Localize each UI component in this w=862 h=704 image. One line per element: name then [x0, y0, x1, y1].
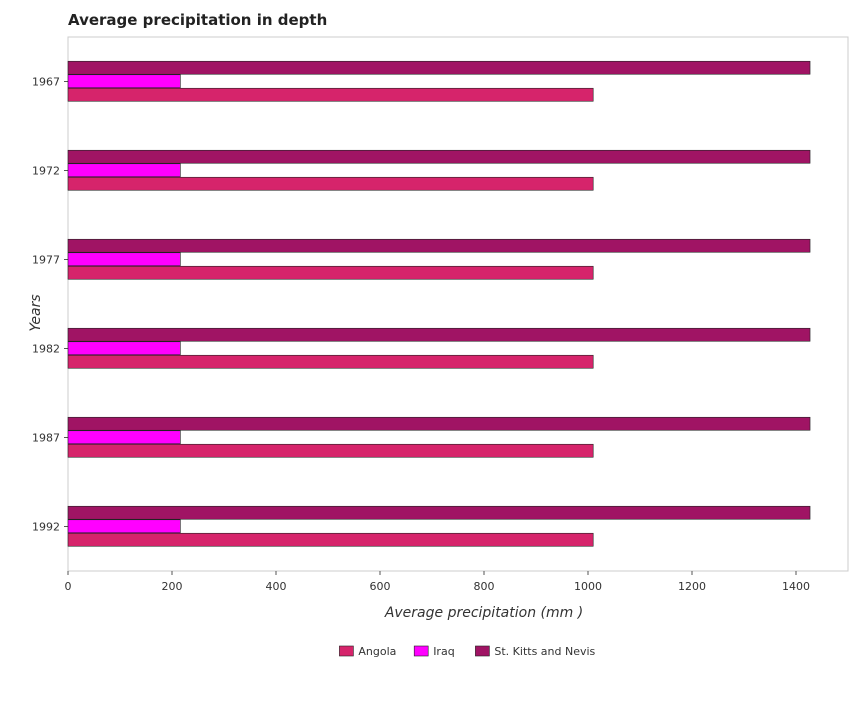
y-tick-label: 1977	[32, 254, 60, 267]
bar-iraq-1972	[67, 163, 181, 178]
y-tick-label: 1992	[32, 521, 60, 534]
plot-frame	[67, 36, 849, 572]
plot-area: 0 200 400 600 800 1000 1200 1400 1967 1972 1977 198…	[32, 36, 849, 593]
y-tick-label: 1982	[32, 343, 60, 356]
legend-label: Angola	[358, 645, 396, 658]
bar-angola-1987	[67, 443, 594, 458]
bar-st-kitts-and-nevis-1982	[67, 327, 811, 342]
bar-angola-1992	[67, 532, 594, 547]
bar-iraq-1987	[67, 430, 181, 445]
x-tick-label: 1400	[782, 580, 810, 593]
legend: Angola Iraq St. Kitts and Nevis	[339, 645, 596, 658]
legend-swatch	[413, 645, 429, 657]
bar-angola-1972	[67, 176, 594, 191]
bar-st-kitts-and-nevis-1972	[67, 149, 811, 164]
y-tick-label: 1967	[32, 76, 60, 89]
y-tick-label: 1972	[32, 165, 60, 178]
x-tick-label: 1200	[678, 580, 706, 593]
bar-iraq-1977	[67, 252, 181, 267]
x-tick-label: 600	[370, 580, 391, 593]
x-tick-label: 800	[474, 580, 495, 593]
y-tick-label: 1987	[32, 432, 60, 445]
x-tick-label: 0	[65, 580, 72, 593]
x-tick-label: 1000	[574, 580, 602, 593]
legend-label: Iraq	[433, 645, 455, 658]
y-axis-title: Years	[28, 294, 44, 331]
legend-swatch	[339, 645, 354, 657]
bar-st-kitts-and-nevis-1967	[67, 60, 811, 75]
bar-st-kitts-and-nevis-1977	[67, 238, 811, 253]
chart-title: Average precipitation in depth	[68, 11, 327, 29]
legend-swatch	[475, 645, 490, 657]
bar-st-kitts-and-nevis-1987	[67, 416, 811, 431]
bar-iraq-1967	[67, 74, 181, 89]
bar-st-kitts-and-nevis-1992	[67, 505, 811, 520]
legend-label: St. Kitts and Nevis	[494, 645, 595, 658]
x-tick-label: 200	[162, 580, 183, 593]
bar-angola-1967	[67, 87, 594, 102]
x-axis-title: Average precipitation (mm )	[384, 605, 583, 621]
x-tick-label: 400	[266, 580, 287, 593]
bar-iraq-1992	[67, 519, 181, 534]
bar-iraq-1982	[67, 341, 181, 356]
bar-angola-1982	[67, 354, 594, 369]
bar-angola-1977	[67, 265, 594, 280]
